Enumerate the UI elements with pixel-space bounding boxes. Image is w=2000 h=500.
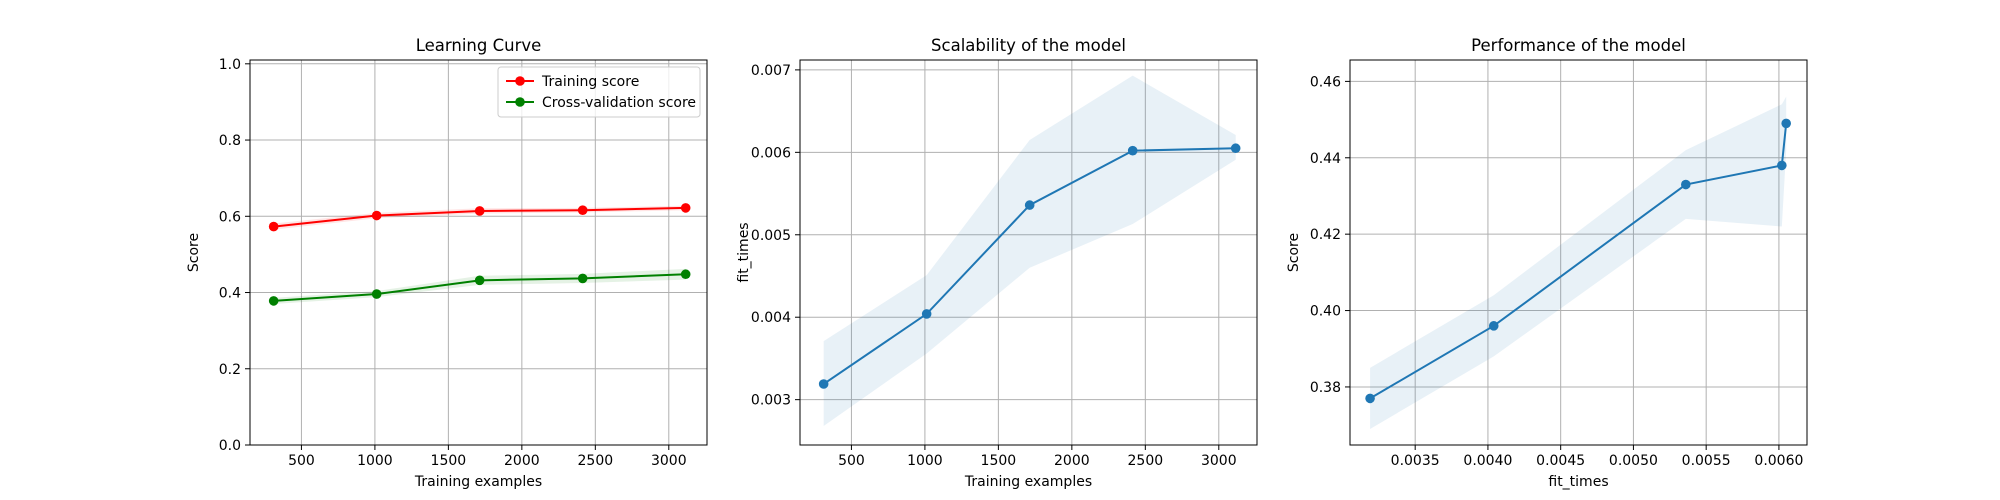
data-point: [1024, 200, 1035, 210]
x-tick-label: 1500: [981, 453, 1017, 469]
y-axis-label: Score: [1286, 233, 1302, 272]
y-tick-label: 0.005: [751, 228, 791, 244]
confidence-band-2: [273, 268, 686, 304]
y-tick-label: 0.38: [1310, 380, 1341, 396]
legend-marker-1: [515, 76, 525, 86]
data-point: [1488, 321, 1499, 331]
axes-frame: [249, 59, 708, 446]
axes-frame: [1349, 59, 1808, 446]
data-point: [1781, 118, 1791, 129]
data-point: [577, 205, 588, 215]
x-tick-label: 2000: [504, 453, 540, 469]
data-point: [921, 309, 932, 319]
x-tick-label: 0.0060: [1754, 453, 1803, 469]
y-tick-label: 0.004: [751, 310, 791, 326]
x-tick-label: 1500: [431, 453, 467, 469]
y-tick-label: 0.4: [219, 286, 241, 302]
axes-frame: [799, 59, 1258, 446]
x-tick-label: 0.0040: [1463, 453, 1512, 469]
x-tick-label: 0.0050: [1609, 453, 1658, 469]
data-point: [371, 210, 382, 221]
x-tick-label: 2500: [1128, 453, 1164, 469]
x-tick-label: 0.0045: [1536, 453, 1585, 469]
y-tick-label: 0.46: [1310, 74, 1341, 90]
y-tick-label: 0.006: [751, 145, 791, 161]
x-tick-label: 0.0055: [1682, 453, 1731, 469]
legend-label-2: Cross-validation score: [542, 95, 696, 111]
y-tick-label: 0.007: [751, 63, 791, 79]
x-tick-label: 1000: [907, 453, 943, 469]
x-tick-label: 3000: [651, 453, 687, 469]
y-tick-label: 0.40: [1310, 304, 1341, 320]
data-point: [577, 273, 588, 284]
y-tick-label: 0.8: [219, 133, 241, 149]
data-point: [1365, 393, 1375, 404]
x-tick-label: 3000: [1201, 453, 1237, 469]
x-axis-label: fit_times: [1548, 474, 1608, 490]
y-tick-label: 0.42: [1310, 227, 1341, 243]
data-point: [1127, 145, 1138, 156]
data-point: [1230, 143, 1241, 154]
data-point: [680, 269, 691, 280]
y-tick-label: 0.0: [219, 438, 241, 454]
y-tick-label: 1.0: [219, 57, 241, 73]
chart-title: Performance of the model: [1471, 36, 1686, 55]
data-point: [1681, 179, 1691, 190]
y-axis-label: fit_times: [736, 222, 752, 282]
chart-title: Learning Curve: [416, 36, 542, 55]
chart-panel-1: 500 1000 1500 2000 2500 3000 0.0 0.2 0.4 0.6 0.8 1.…: [186, 36, 708, 490]
data-point: [1777, 160, 1787, 171]
x-axis-label: Training examples: [414, 474, 542, 490]
x-tick-label: 2500: [578, 453, 614, 469]
legend: Training score Cross-validation score: [497, 66, 701, 118]
data-point: [371, 289, 382, 299]
x-tick-label: 1000: [357, 453, 393, 469]
legend-box: [497, 66, 701, 118]
data-point: [474, 275, 485, 286]
chart-title: Scalability of the model: [931, 36, 1126, 55]
y-tick-label: 0.6: [219, 209, 241, 225]
x-tick-label: 500: [838, 453, 865, 469]
chart-panel-2: 500 1000 1500 2000 2500 3000 0.003 0.004 0.005 0.…: [736, 36, 1258, 490]
data-point: [268, 221, 279, 232]
x-axis-label: Training examples: [964, 474, 1092, 490]
y-tick-label: 0.2: [219, 362, 241, 378]
data-point: [680, 203, 691, 213]
y-axis-label: Score: [186, 233, 202, 272]
y-tick-label: 0.44: [1310, 151, 1341, 167]
x-tick-label: 0.0035: [1391, 453, 1440, 469]
data-point: [818, 379, 829, 389]
x-tick-label: 500: [288, 453, 315, 469]
data-point: [474, 206, 485, 216]
legend-marker-2: [515, 97, 525, 107]
x-tick-label: 2000: [1054, 453, 1090, 469]
chart-panel-3: 0.0035 0.0040 0.0045 0.0050 0.0055 0.0060 0.38…: [1286, 36, 1808, 490]
data-point: [268, 296, 279, 306]
legend-label-1: Training score: [541, 74, 639, 90]
confidence-band-1: [823, 75, 1236, 427]
y-tick-label: 0.003: [751, 393, 791, 409]
